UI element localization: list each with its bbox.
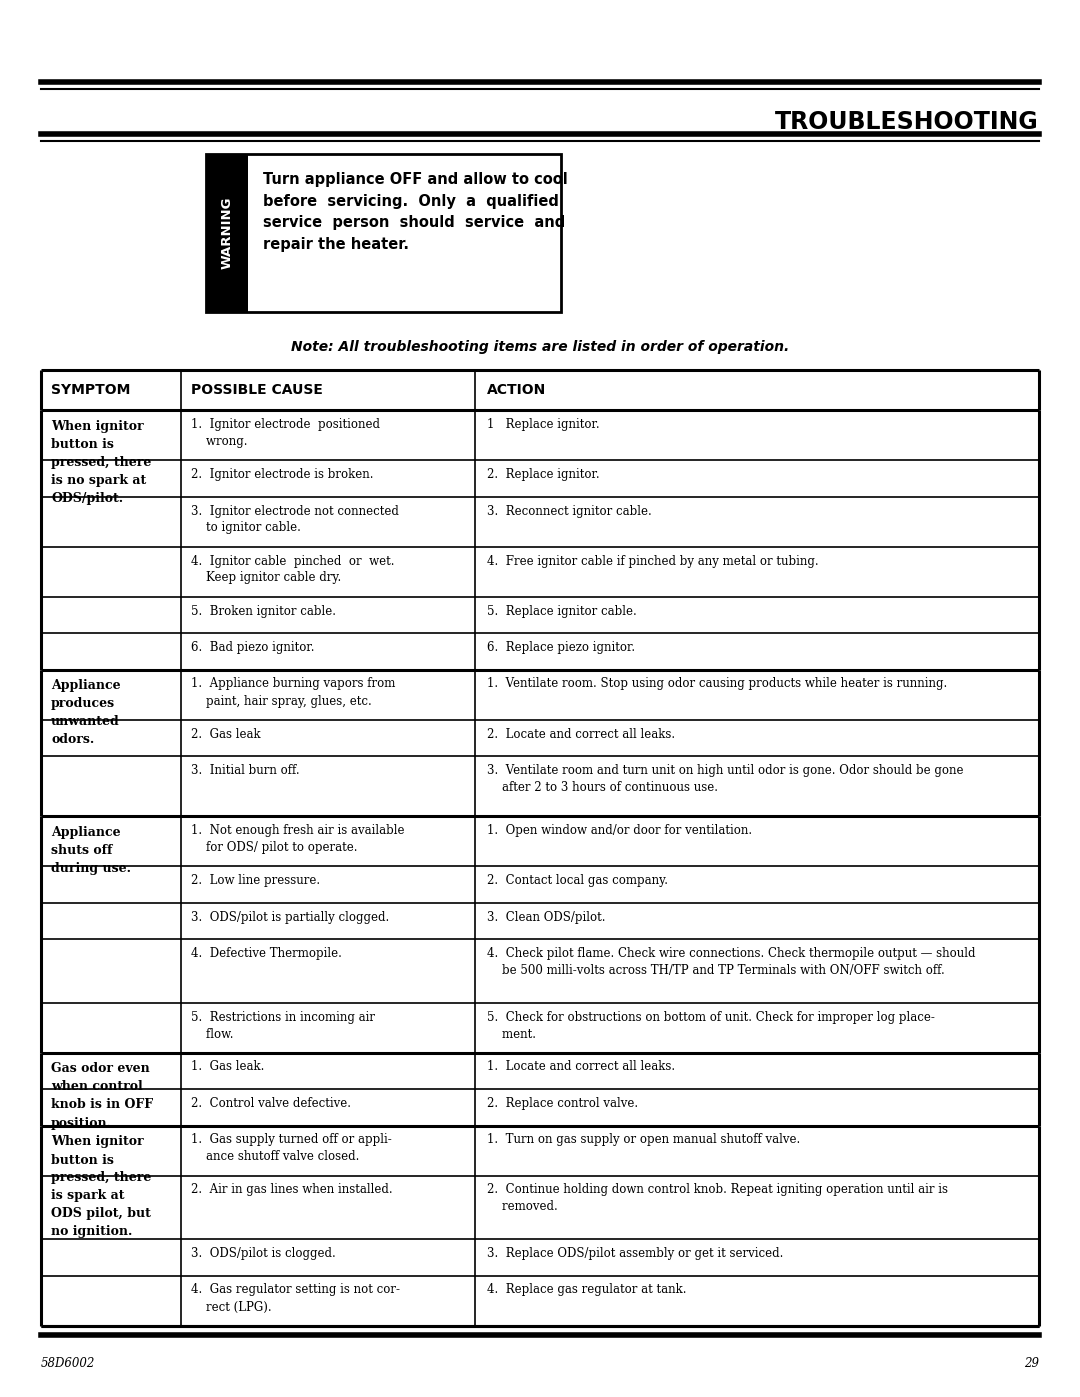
Text: 4.  Ignitor cable  pinched  or  wet.
    Keep ignitor cable dry.: 4. Ignitor cable pinched or wet. Keep ig… xyxy=(191,555,394,584)
Text: Gas odor even
when control
knob is in OFF
position.: Gas odor even when control knob is in OF… xyxy=(51,1063,153,1130)
Text: 2.  Continue holding down control knob. Repeat igniting operation until air is
 : 2. Continue holding down control knob. R… xyxy=(487,1183,948,1214)
Text: 4.  Gas regulator setting is not cor-
    rect (LPG).: 4. Gas regulator setting is not cor- rec… xyxy=(191,1284,400,1313)
Text: Note: All troubleshooting items are listed in order of operation.: Note: All troubleshooting items are list… xyxy=(291,339,789,353)
Text: 4.  Replace gas regulator at tank.: 4. Replace gas regulator at tank. xyxy=(487,1284,687,1296)
Text: 5.  Check for obstructions on bottom of unit. Check for improper log place-
    : 5. Check for obstructions on bottom of u… xyxy=(487,1010,935,1041)
Bar xyxy=(206,154,561,312)
Text: TROUBLESHOOTING: TROUBLESHOOTING xyxy=(775,110,1039,134)
Text: 5.  Restrictions in incoming air
    flow.: 5. Restrictions in incoming air flow. xyxy=(191,1010,375,1041)
Text: 1.  Locate and correct all leaks.: 1. Locate and correct all leaks. xyxy=(487,1060,675,1073)
Text: 2.  Locate and correct all leaks.: 2. Locate and correct all leaks. xyxy=(487,728,675,740)
Text: Appliance
shuts off
during use.: Appliance shuts off during use. xyxy=(51,826,131,875)
Text: Turn appliance OFF and allow to cool
before  servicing.  Only  a  qualified
serv: Turn appliance OFF and allow to cool bef… xyxy=(264,172,568,251)
Text: 3.  Initial burn off.: 3. Initial burn off. xyxy=(191,764,299,777)
Text: 4.  Check pilot flame. Check wire connections. Check thermopile output — should
: 4. Check pilot flame. Check wire connect… xyxy=(487,947,975,977)
Text: When ignitor
button is
pressed, there
is no spark at
ODS/pilot.: When ignitor button is pressed, there is… xyxy=(51,420,151,504)
Text: 3.  Reconnect ignitor cable.: 3. Reconnect ignitor cable. xyxy=(487,504,652,517)
Text: Appliance
produces
unwanted
odors.: Appliance produces unwanted odors. xyxy=(51,679,121,746)
Text: SYMPTOM: SYMPTOM xyxy=(51,383,131,397)
Bar xyxy=(206,154,248,312)
Text: 29: 29 xyxy=(1024,1356,1039,1370)
Text: 3.  Ignitor electrode not connected
    to ignitor cable.: 3. Ignitor electrode not connected to ig… xyxy=(191,504,399,535)
Text: 2.  Low line pressure.: 2. Low line pressure. xyxy=(191,875,320,887)
Text: 3.  ODS/pilot is clogged.: 3. ODS/pilot is clogged. xyxy=(191,1248,336,1260)
Text: 4.  Free ignitor cable if pinched by any metal or tubing.: 4. Free ignitor cable if pinched by any … xyxy=(487,555,819,567)
Text: 2.  Replace control valve.: 2. Replace control valve. xyxy=(487,1097,638,1111)
Text: 1.  Not enough fresh air is available
    for ODS/ pilot to operate.: 1. Not enough fresh air is available for… xyxy=(191,824,404,854)
Text: 3.  Ventilate room and turn unit on high until odor is gone. Odor should be gone: 3. Ventilate room and turn unit on high … xyxy=(487,764,963,793)
Text: 6.  Bad piezo ignitor.: 6. Bad piezo ignitor. xyxy=(191,641,314,654)
Text: 5.  Broken ignitor cable.: 5. Broken ignitor cable. xyxy=(191,605,336,617)
Text: 58D6002: 58D6002 xyxy=(41,1356,95,1370)
Text: 1.  Turn on gas supply or open manual shutoff valve.: 1. Turn on gas supply or open manual shu… xyxy=(487,1133,800,1147)
Text: When ignitor
button is
pressed, there
is spark at
ODS pilot, but
no ignition.: When ignitor button is pressed, there is… xyxy=(51,1136,151,1239)
Text: 3.  ODS/pilot is partially clogged.: 3. ODS/pilot is partially clogged. xyxy=(191,911,389,923)
Text: 3.  Clean ODS/pilot.: 3. Clean ODS/pilot. xyxy=(487,911,606,923)
Text: 1   Replace ignitor.: 1 Replace ignitor. xyxy=(487,418,599,432)
Text: 3.  Replace ODS/pilot assembly or get it serviced.: 3. Replace ODS/pilot assembly or get it … xyxy=(487,1248,783,1260)
Text: 1.  Appliance burning vapors from
    paint, hair spray, glues, etc.: 1. Appliance burning vapors from paint, … xyxy=(191,678,395,707)
Text: 2.  Replace ignitor.: 2. Replace ignitor. xyxy=(487,468,599,481)
Text: ACTION: ACTION xyxy=(487,383,546,397)
Text: 2.  Gas leak: 2. Gas leak xyxy=(191,728,260,740)
Text: 6.  Replace piezo ignitor.: 6. Replace piezo ignitor. xyxy=(487,641,635,654)
Text: 2.  Contact local gas company.: 2. Contact local gas company. xyxy=(487,875,669,887)
Text: 2.  Control valve defective.: 2. Control valve defective. xyxy=(191,1097,351,1111)
Text: 1.  Open window and/or door for ventilation.: 1. Open window and/or door for ventilati… xyxy=(487,824,753,837)
Text: POSSIBLE CAUSE: POSSIBLE CAUSE xyxy=(191,383,323,397)
Text: WARNING: WARNING xyxy=(220,197,233,270)
Text: 2.  Ignitor electrode is broken.: 2. Ignitor electrode is broken. xyxy=(191,468,374,481)
Text: 1.  Gas supply turned off or appli-
    ance shutoff valve closed.: 1. Gas supply turned off or appli- ance … xyxy=(191,1133,391,1164)
Text: 1.  Ignitor electrode  positioned
    wrong.: 1. Ignitor electrode positioned wrong. xyxy=(191,418,380,448)
Text: 1.  Ventilate room. Stop using odor causing products while heater is running.: 1. Ventilate room. Stop using odor causi… xyxy=(487,678,947,690)
Text: 5.  Replace ignitor cable.: 5. Replace ignitor cable. xyxy=(487,605,637,617)
Text: 2.  Air in gas lines when installed.: 2. Air in gas lines when installed. xyxy=(191,1183,392,1196)
Text: 1.  Gas leak.: 1. Gas leak. xyxy=(191,1060,265,1073)
Text: 4.  Defective Thermopile.: 4. Defective Thermopile. xyxy=(191,947,341,960)
